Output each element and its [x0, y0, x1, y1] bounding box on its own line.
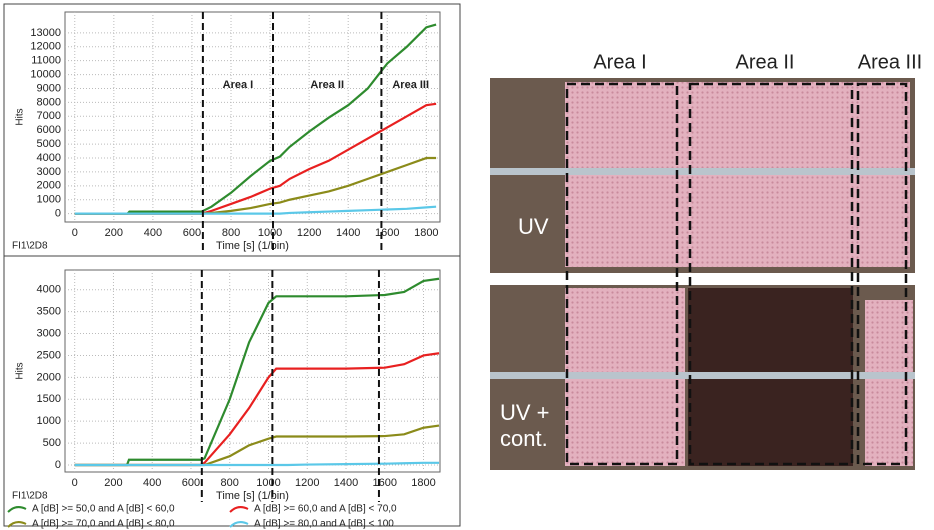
- y-tick-label: 1500: [37, 393, 61, 405]
- y-tick-label: 2000: [37, 371, 61, 383]
- y-tick-label: 2000: [37, 180, 61, 192]
- y-tick-label: 2500: [37, 349, 61, 361]
- corner-label: FI1\2D8: [12, 241, 48, 252]
- legend-label: A [dB] >= 60,0 and A [dB] < 70,0: [254, 504, 397, 515]
- x-tick-label: 1000: [258, 227, 282, 239]
- y-tick-label: 5000: [37, 138, 61, 150]
- x-tick-label: 1200: [295, 477, 319, 489]
- y-tick-label: 1000: [37, 194, 61, 206]
- y-tick-label: 3500: [37, 306, 61, 318]
- y-tick-label: 10000: [30, 68, 61, 80]
- x-tick-label: 400: [143, 477, 161, 489]
- legend-label: A [dB] >= 50,0 and A [dB] < 60,0: [32, 504, 175, 515]
- sample-label: UV +: [500, 400, 550, 425]
- x-tick-label: 1800: [411, 477, 435, 489]
- x-tick-label: 1400: [334, 477, 358, 489]
- y-tick-label: 4000: [37, 284, 61, 296]
- y-tick-label: 8000: [37, 96, 61, 108]
- legend-label: A [dB] >= 80,0 and A [dB] < 100: [254, 519, 394, 530]
- sample-label: cont.: [500, 426, 548, 451]
- x-tick-label: 200: [104, 477, 122, 489]
- y-axis-label: Hits: [15, 362, 26, 379]
- plot-area: [65, 12, 440, 222]
- x-tick-label: 0: [72, 227, 78, 239]
- y-tick-label: 7000: [37, 110, 61, 122]
- y-tick-label: 3000: [37, 166, 61, 178]
- x-tick-label: 1600: [375, 227, 399, 239]
- y-tick-label: 6000: [37, 124, 61, 136]
- photo: Area I Area II Area III UV UV + cont.: [490, 51, 922, 470]
- y-tick-label: 12000: [30, 41, 61, 53]
- plot-area: [65, 270, 440, 472]
- area-label: Area I: [223, 79, 254, 91]
- x-tick-label: 200: [105, 227, 123, 239]
- x-tick-label: 800: [221, 477, 239, 489]
- x-tick-label: 0: [72, 477, 78, 489]
- x-tick-label: 600: [182, 477, 200, 489]
- x-tick-label: 400: [144, 227, 162, 239]
- x-tick-label: 1000: [256, 477, 280, 489]
- y-tick-label: 4000: [37, 152, 61, 164]
- photo-area-label: Area II: [736, 51, 795, 73]
- photo-area-label: Area III: [858, 51, 922, 73]
- y-tick-label: 500: [43, 437, 61, 449]
- seam: [490, 168, 915, 175]
- figure: Area I Area II Area III UV UV + cont. 0 1…: [0, 0, 934, 530]
- x-tick-label: 1400: [336, 227, 360, 239]
- legend-label: A [dB] >= 70,0 and A [dB] < 80,0: [32, 519, 175, 530]
- area-label: Area III: [392, 79, 429, 91]
- area-label: Area II: [310, 79, 344, 91]
- y-tick-label: 13000: [30, 27, 61, 39]
- corner-label: FI1\2D8: [12, 491, 48, 502]
- x-tick-label: 600: [183, 227, 201, 239]
- sample-label: UV: [518, 214, 549, 239]
- y-axis-label: Hits: [15, 108, 26, 125]
- x-axis-label: Time [s] (1/bin): [216, 490, 289, 502]
- y-tick-label: 3000: [37, 327, 61, 339]
- x-tick-label: 800: [222, 227, 240, 239]
- x-tick-label: 1600: [373, 477, 397, 489]
- x-tick-label: 1800: [414, 227, 438, 239]
- x-axis-label: Time [s] (1/bin): [216, 240, 289, 252]
- y-tick-label: 11000: [31, 55, 61, 67]
- legend-swatch: [8, 507, 26, 512]
- y-tick-label: 0: [55, 208, 61, 220]
- photo-area-label: Area I: [593, 51, 646, 73]
- y-tick-label: 0: [55, 459, 61, 471]
- y-tick-label: 1000: [37, 415, 61, 427]
- x-tick-label: 1200: [297, 227, 321, 239]
- y-tick-label: 9000: [37, 82, 61, 94]
- legend-swatch: [230, 507, 248, 512]
